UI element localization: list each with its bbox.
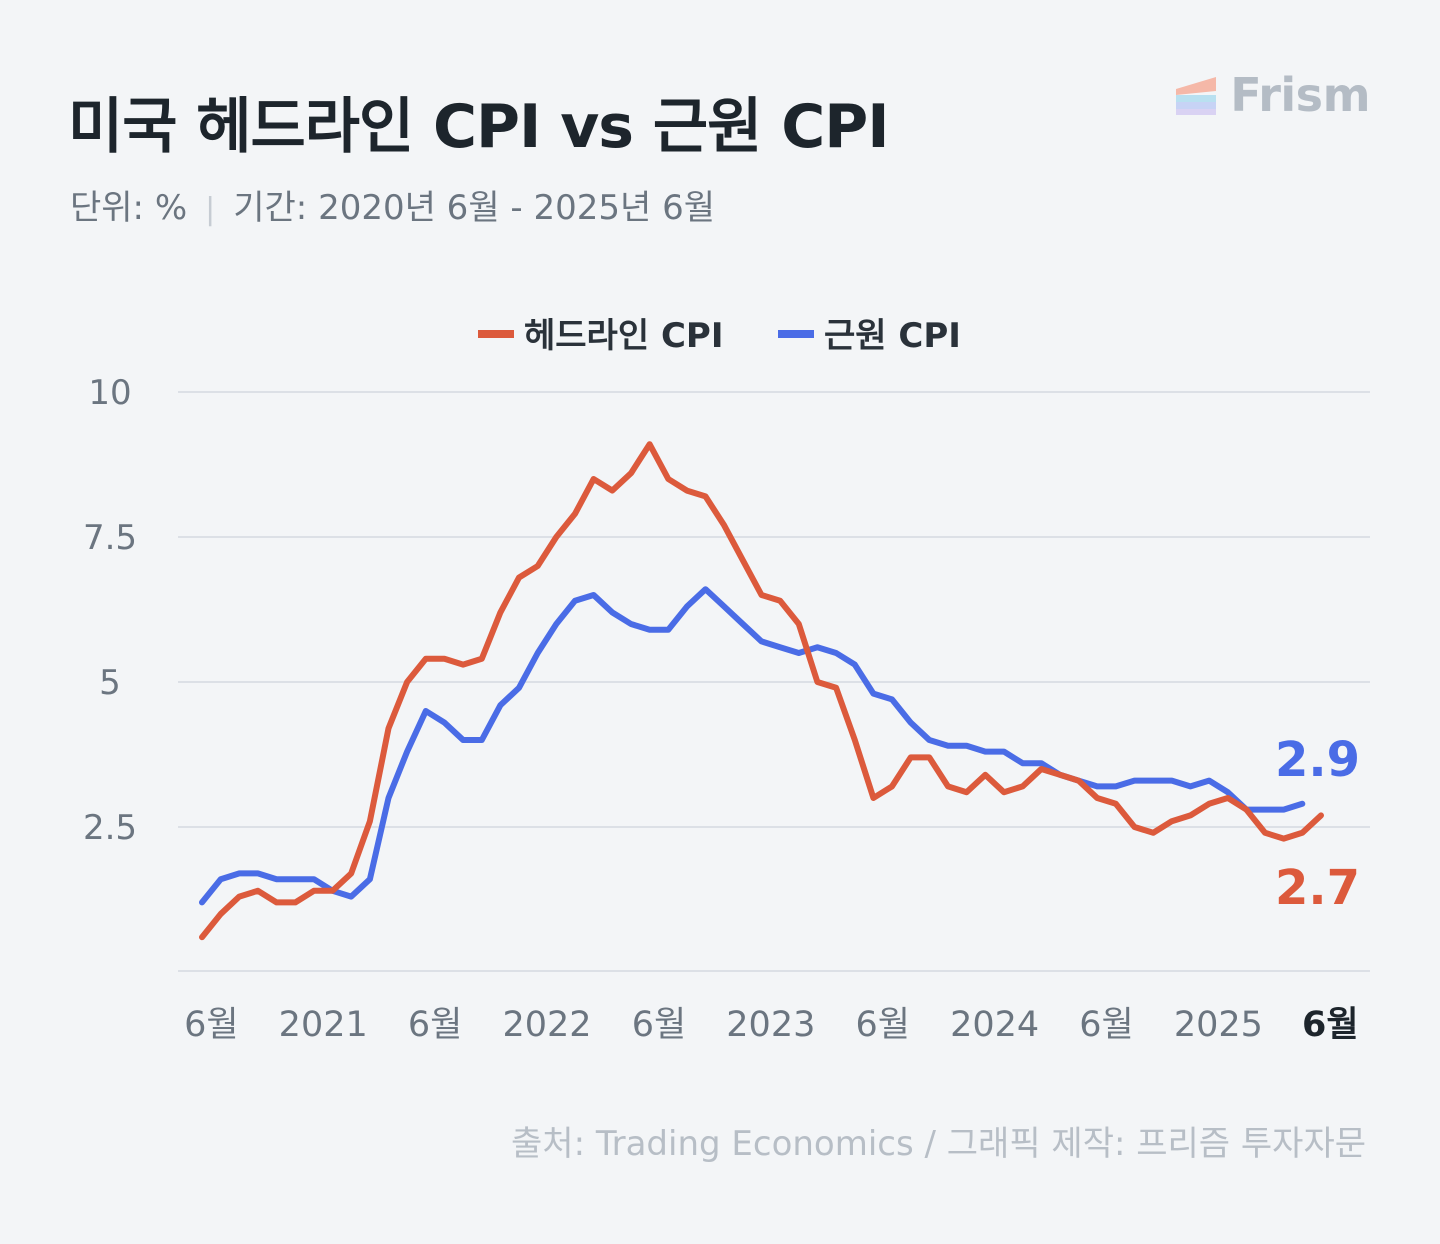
legend-label: 헤드라인 CPI: [524, 316, 723, 356]
chart-legend: 헤드라인 CPI 근원 CPI: [478, 316, 961, 356]
x-tick-label: 2025: [1174, 1005, 1263, 1045]
chart-subtitle: 단위: % | 기간: 2020년 6월 - 2025년 6월: [70, 180, 715, 229]
source-credit: 출처: Trading Economics / 그래픽 제작: 프리즘 투자자문: [511, 1124, 1366, 1164]
page-title: 미국 헤드라인 CPI vs 근원 CPI: [68, 92, 890, 162]
x-axis: 6월 2021 6월 2022 6월 2023 6월 2024 6월 2025 6월: [184, 1005, 1359, 1045]
x-tick-label: 6월: [1079, 1005, 1133, 1045]
x-tick-label: 6월: [632, 1005, 686, 1045]
series-line: [199, 586, 1306, 906]
legend-label: 근원 CPI: [824, 316, 961, 356]
end-value-label: 2.7: [1275, 860, 1360, 916]
x-tick-label: 2021: [279, 1005, 368, 1045]
x-tick-label: 6월: [855, 1005, 909, 1045]
y-tick-label: 10: [88, 373, 131, 413]
x-tick-label: 2022: [502, 1005, 591, 1045]
y-axis: 10 7.5 5 2.5: [83, 373, 137, 848]
brand-name: Frism: [1230, 68, 1370, 122]
x-tick-label: 2024: [950, 1005, 1039, 1045]
unit-label: 단위: %: [70, 188, 188, 228]
brand-logo: Frism: [1176, 68, 1370, 122]
end-labels: 2.7 2.9: [1275, 732, 1360, 916]
frism-logo-icon: [1176, 77, 1217, 115]
chart-grid: [178, 391, 1370, 972]
x-tick-label: 2023: [726, 1005, 815, 1045]
chart-series: [199, 441, 1324, 941]
series-line: [199, 441, 1324, 941]
period-label: 기간: 2020년 6월 - 2025년 6월: [233, 188, 716, 228]
y-tick-label: 5: [99, 663, 121, 703]
y-tick-label: 7.5: [83, 518, 137, 558]
end-value-label: 2.9: [1275, 732, 1360, 788]
y-tick-label: 2.5: [83, 808, 137, 848]
x-tick-label: 6월: [184, 1005, 238, 1045]
x-tick-label: 6월: [1302, 1005, 1359, 1045]
subtitle-divider: |: [205, 192, 216, 227]
x-tick-label: 6월: [408, 1005, 462, 1045]
